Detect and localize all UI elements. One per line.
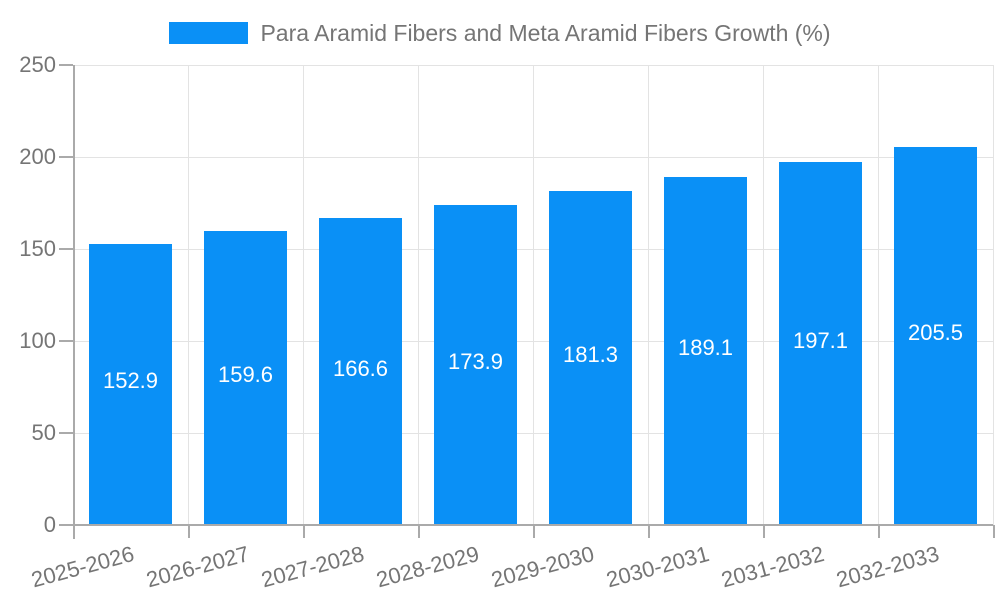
- bar[interactable]: [549, 191, 632, 524]
- y-axis-line: [73, 65, 75, 539]
- y-axis-tick: [59, 156, 73, 158]
- x-tick-label: 2031-2032: [718, 541, 827, 593]
- x-tick-label: 2030-2031: [603, 541, 712, 593]
- x-gridline: [302, 65, 304, 525]
- x-axis-tick: [647, 525, 650, 538]
- x-axis-tick: [187, 525, 190, 538]
- bar[interactable]: [89, 243, 172, 524]
- x-axis-tick: [417, 525, 420, 538]
- x-gridline: [762, 65, 764, 525]
- y-tick-label: 100: [19, 328, 56, 353]
- x-tick-label: 2027-2028: [258, 541, 367, 593]
- x-tick-label: 2026-2027: [143, 541, 252, 593]
- y-tick-label: 250: [19, 52, 56, 77]
- bar[interactable]: [319, 218, 402, 524]
- bar-value-label: 166.6: [332, 355, 389, 381]
- y-tick-label: 200: [19, 144, 56, 169]
- x-axis-tick: [302, 525, 305, 538]
- x-axis-tick: [992, 525, 995, 538]
- x-axis-tick: [762, 525, 765, 538]
- legend-label: Para Aramid Fibers and Meta Aramid Fiber…: [260, 19, 831, 46]
- bar-value-label: 205.5: [907, 319, 964, 345]
- bar-value-label: 197.1: [792, 327, 849, 353]
- bar-value-label: 152.9: [102, 368, 159, 394]
- legend-item[interactable]: Para Aramid Fibers and Meta Aramid Fiber…: [0, 19, 1000, 47]
- bar-value-label: 159.6: [217, 362, 274, 388]
- x-gridline: [187, 65, 189, 525]
- y-tick-label: 50: [31, 420, 56, 445]
- bar[interactable]: [779, 162, 862, 524]
- bar[interactable]: [434, 205, 517, 524]
- x-axis-line: [59, 524, 993, 526]
- x-gridline: [647, 65, 649, 525]
- bar-value-label: 173.9: [447, 349, 504, 374]
- y-axis-tick: [59, 64, 73, 66]
- x-axis-tick: [72, 525, 75, 538]
- y-axis-tick: [59, 340, 73, 342]
- bar-value-label: 189.1: [677, 335, 734, 361]
- y-tick-label: 150: [19, 236, 56, 261]
- y-tick-label: 0: [43, 512, 56, 537]
- bar-value-label: 181.3: [562, 342, 619, 368]
- bar[interactable]: [204, 231, 287, 524]
- x-gridline: [417, 65, 419, 525]
- x-axis-tick: [532, 525, 535, 538]
- bar[interactable]: [664, 177, 747, 524]
- x-gridline: [877, 65, 879, 525]
- y-axis-tick: [59, 432, 73, 434]
- x-tick-label: 2029-2030: [488, 541, 597, 593]
- bar[interactable]: [894, 146, 977, 524]
- y-axis-tick: [59, 248, 73, 250]
- x-tick-label: 2025-2026: [28, 541, 137, 593]
- x-tick-label: 2032-2033: [833, 541, 942, 593]
- x-axis-tick: [877, 525, 880, 538]
- legend-swatch-icon: [169, 22, 249, 44]
- x-gridline: [992, 65, 994, 525]
- x-tick-label: 2028-2029: [373, 541, 482, 593]
- x-gridline: [532, 65, 534, 525]
